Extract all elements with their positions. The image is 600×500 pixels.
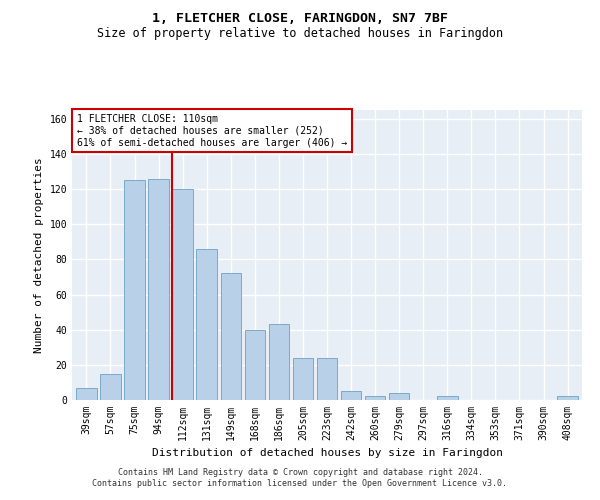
Text: Contains HM Land Registry data © Crown copyright and database right 2024.
Contai: Contains HM Land Registry data © Crown c… [92, 468, 508, 487]
Bar [317, 358, 337, 400]
Bar [437, 396, 458, 400]
Bar [293, 358, 313, 400]
Bar [557, 396, 578, 400]
Bar [148, 178, 169, 400]
Bar [124, 180, 145, 400]
Bar [221, 274, 241, 400]
Bar [269, 324, 289, 400]
Bar [196, 249, 217, 400]
Bar [245, 330, 265, 400]
Text: 1, FLETCHER CLOSE, FARINGDON, SN7 7BF: 1, FLETCHER CLOSE, FARINGDON, SN7 7BF [152, 12, 448, 26]
Text: 1 FLETCHER CLOSE: 110sqm
← 38% of detached houses are smaller (252)
61% of semi-: 1 FLETCHER CLOSE: 110sqm ← 38% of detach… [77, 114, 347, 148]
Bar [389, 393, 409, 400]
Bar [100, 374, 121, 400]
X-axis label: Distribution of detached houses by size in Faringdon: Distribution of detached houses by size … [151, 448, 503, 458]
Bar [76, 388, 97, 400]
Y-axis label: Number of detached properties: Number of detached properties [34, 157, 44, 353]
Bar [365, 396, 385, 400]
Bar [172, 189, 193, 400]
Text: Size of property relative to detached houses in Faringdon: Size of property relative to detached ho… [97, 28, 503, 40]
Bar [341, 391, 361, 400]
